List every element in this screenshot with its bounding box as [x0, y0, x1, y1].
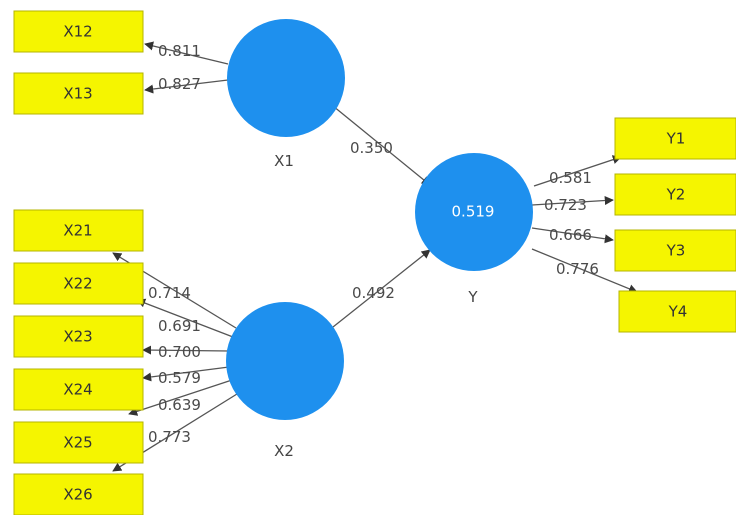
loading-value-x24: 0.579 — [158, 369, 201, 387]
indicator-label: Y1 — [666, 130, 686, 148]
loading-value-x13: 0.827 — [158, 75, 201, 93]
indicator-x22: X22 — [13, 262, 144, 305]
path-line-x2-y — [332, 249, 431, 328]
loading-value-x23: 0.700 — [158, 343, 201, 361]
loading-line-x12 — [144, 41, 229, 65]
indicator-x13: X13 — [13, 72, 144, 115]
loading-line-x23 — [142, 345, 230, 355]
latent-x2: X2 — [226, 302, 344, 460]
indicator-label: X13 — [63, 85, 92, 103]
indicator-x21: X21 — [13, 209, 144, 252]
path-line-x1-y — [332, 105, 431, 186]
indicator-x24: X24 — [13, 368, 144, 411]
loading-line-x25 — [128, 379, 233, 416]
indicator-label: X21 — [63, 222, 92, 240]
loading-line-x13 — [144, 79, 229, 94]
loading-line-x22 — [136, 298, 234, 338]
loading-line-y1 — [533, 155, 622, 187]
indicator-y4: Y4 — [618, 290, 736, 333]
indicator-label: Y2 — [666, 186, 686, 204]
indicator-label: Y3 — [666, 242, 686, 260]
indicator-x26: X26 — [13, 473, 144, 515]
latent-x2-label: X2 — [274, 442, 294, 460]
loading-line-y2 — [531, 195, 614, 206]
indicator-label: X12 — [63, 23, 92, 41]
loading-value-x21: 0.714 — [148, 284, 191, 302]
loading-value-x26: 0.773 — [148, 428, 191, 446]
loading-value-y2: 0.723 — [544, 196, 587, 214]
latent-y-r2: 0.519 — [452, 203, 495, 221]
indicator-label: Y4 — [668, 303, 688, 321]
indicator-x12: X12 — [13, 10, 144, 53]
latent-x1: X1 — [227, 19, 345, 170]
indicator-label: X25 — [63, 434, 92, 452]
loading-value-y1: 0.581 — [549, 169, 592, 187]
indicator-x23: X23 — [13, 315, 144, 358]
loading-value-y3: 0.666 — [549, 226, 592, 244]
loading-value-x22: 0.691 — [158, 317, 201, 335]
loading-value-x25: 0.639 — [158, 396, 201, 414]
loading-line-y4 — [531, 248, 638, 294]
loading-line-x24 — [142, 366, 230, 382]
latent-y-label: Y — [467, 288, 478, 306]
path-value-x1-y: 0.350 — [350, 139, 393, 157]
indicator-label: X26 — [63, 486, 92, 504]
loading-line-y3 — [531, 227, 614, 244]
indicator-y1: Y1 — [614, 117, 736, 160]
indicator-y2: Y2 — [614, 173, 736, 216]
indicator-x25: X25 — [13, 421, 144, 464]
indicator-label: X24 — [63, 381, 92, 399]
loading-value-x12: 0.811 — [158, 42, 201, 60]
latent-x1-label: X1 — [274, 152, 294, 170]
indicator-label: X22 — [63, 275, 92, 293]
loading-value-y4: 0.776 — [556, 260, 599, 278]
indicator-label: X23 — [63, 328, 92, 346]
indicator-y3: Y3 — [614, 229, 736, 272]
path-value-x2-y: 0.492 — [352, 284, 395, 302]
latent-y: 0.519 Y — [415, 153, 533, 306]
